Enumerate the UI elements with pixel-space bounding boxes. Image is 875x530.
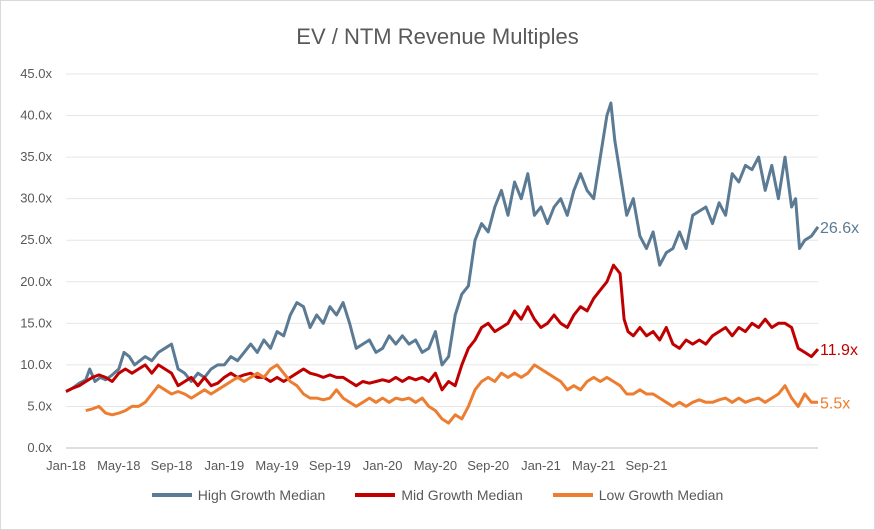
- high-growth-end-label: 26.6x: [820, 220, 859, 237]
- y-axis-ticks: 0.0x 5.0x 10.0x 15.0x 20.0x 25.0x 30.0x 35.0x 40…: [20, 66, 52, 455]
- mid-growth-end-label: 11.9x: [820, 342, 858, 359]
- x-tick-label: Jan-18: [46, 458, 86, 473]
- mid-growth-line: [65, 263, 820, 393]
- y-tick-label: 35.0x: [20, 149, 52, 164]
- legend-label-high: High Growth Median: [197, 487, 326, 503]
- x-tick-label: Sep-21: [626, 458, 668, 473]
- y-tick-label: 30.0x: [20, 191, 52, 206]
- chart-title: EV / NTM Revenue Multiples: [296, 24, 579, 49]
- y-tick-label: 20.0x: [20, 274, 52, 289]
- legend-swatch-low: [552, 493, 593, 497]
- x-tick-label: May-21: [572, 458, 615, 473]
- high-growth-line: [65, 101, 820, 393]
- x-tick-label: Jan-20: [363, 458, 403, 473]
- legend-label-low: Low Growth Median: [598, 487, 724, 503]
- legend-item-high: High Growth Median: [151, 487, 326, 503]
- end-labels: 26.6x 11.9x 5.5x: [820, 220, 859, 412]
- x-tick-label: May-18: [97, 458, 140, 473]
- x-axis-ticks: Jan-18 May-18 Sep-18 Jan-19 May-19 Sep-19 Jan-…: [46, 458, 667, 473]
- y-tick-label: 10.0x: [20, 357, 52, 372]
- y-tick-label: 0.0x: [27, 440, 52, 455]
- x-tick-label: May-19: [255, 458, 298, 473]
- y-tick-label: 25.0x: [20, 232, 52, 247]
- x-tick-label: Sep-18: [151, 458, 193, 473]
- x-tick-label: Jan-19: [204, 458, 244, 473]
- series-lines: [65, 101, 820, 425]
- y-tick-label: 5.0x: [27, 398, 52, 413]
- legend-item-low: Low Growth Median: [552, 487, 724, 503]
- y-tick-label: 15.0x: [20, 315, 52, 330]
- legend-item-mid: Mid Growth Median: [355, 487, 523, 503]
- low-growth-end-label: 5.5x: [820, 395, 850, 412]
- legend-label-mid: Mid Growth Median: [401, 487, 523, 503]
- low-growth-line: [85, 363, 818, 425]
- x-tick-label: May-20: [414, 458, 457, 473]
- x-tick-label: Sep-20: [467, 458, 509, 473]
- x-tick-label: Sep-19: [309, 458, 351, 473]
- y-tick-label: 40.0x: [20, 108, 52, 123]
- y-tick-label: 45.0x: [20, 66, 52, 81]
- legend-swatch-high: [151, 493, 192, 497]
- chart-legend: High Growth Median Mid Growth Median Low…: [0, 487, 875, 503]
- legend-swatch-mid: [355, 493, 396, 497]
- x-tick-label: Jan-21: [521, 458, 561, 473]
